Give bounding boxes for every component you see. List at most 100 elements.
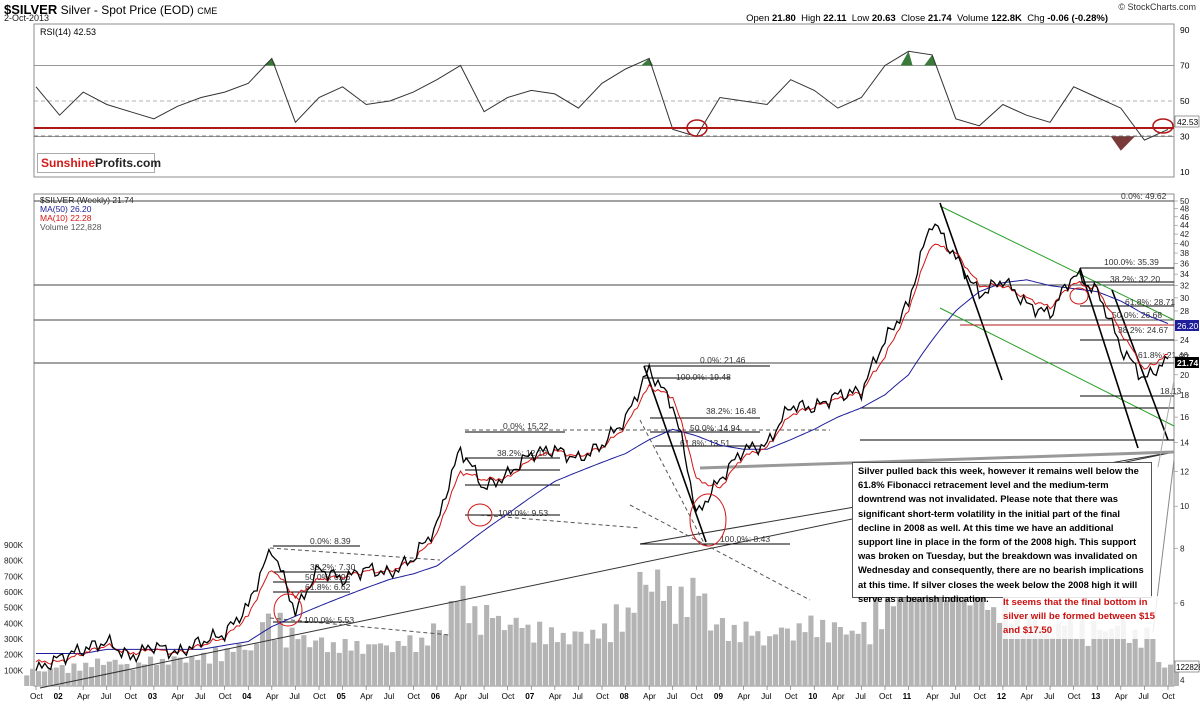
x-tick-Jul: Jul [478,692,489,701]
price-tick-20: 20 [1180,371,1190,380]
volume-bar [24,675,30,686]
fib-label-2008-0: 0.0%: 21.46 [700,355,746,365]
price-tick-18: 18 [1180,391,1190,400]
volume-bar [330,642,336,686]
x-tick-Jul: Jul [384,692,395,701]
rsi-last-box [1174,115,1200,128]
volume-bar [861,622,867,686]
x-tick-Oct: Oct [973,692,986,701]
volume-bar [843,634,849,686]
volume-bar [425,645,431,686]
volume-bar [1173,663,1179,686]
dashed-2006-b [479,514,641,529]
x-tick-Apr: Apr [77,692,90,701]
volume-bar [826,642,832,686]
volume-bar [743,621,749,686]
x-tick-Jul: Jul [667,692,678,701]
rsi-last-label: 42.53 [1177,117,1199,127]
volume-bar [507,624,513,686]
volume-bar [1162,667,1168,686]
rsi-tick-50: 50 [1180,96,1190,106]
fib-label-2011-382: 38.2%: 32.20 [1110,274,1160,284]
volume-bar [454,601,460,686]
x-tick-Oct: Oct [407,692,420,701]
logo-part-1: Sunshine [41,156,96,170]
volume-bar [625,607,631,686]
volume-bar [236,643,242,686]
volume-bar [254,643,260,686]
x-tick-Apr: Apr [926,692,939,701]
volume-bar [401,645,407,686]
volume-bar [260,622,266,686]
volume-bar [661,600,667,686]
stockcharts-credit[interactable]: © StockCharts.com [1118,2,1196,12]
volume-bar [719,618,725,686]
price-tick-42: 42 [1180,230,1190,239]
volume-bar [773,634,779,686]
legend-price: $SILVER (Weekly) 21.74 [40,195,134,205]
chart-header: $SILVER Silver - Spot Price (EOD) CME 2-… [0,0,1200,24]
x-tick-Apr: Apr [172,692,185,701]
volume-bar [944,600,950,686]
volume-bar [873,593,879,686]
volume-bar [902,596,908,686]
x-tick-Apr: Apr [455,692,468,701]
fib-label-2006-100: 100.0%: 9.53 [498,508,548,518]
volume-bar [1138,647,1144,686]
volume-bar [490,618,496,686]
decline-line-2013 [1111,289,1169,441]
volume-bar [938,526,944,686]
volume-bar [767,636,773,686]
price-tick-24: 24 [1180,336,1190,345]
x-tick-Jul: Jul [101,692,112,701]
volume-bar [1073,638,1079,686]
volume-bar [714,624,720,686]
rsi-ticks: 90 70 50 30 10 [1180,25,1190,177]
volume-bar [95,658,101,686]
x-tick-Oct: Oct [219,692,232,701]
analysis-callout: Silver pulled back this week, however it… [852,462,1152,604]
volume-bar [1114,625,1120,686]
volume-bar [301,635,307,686]
x-tick-12: 12 [997,692,1007,701]
volume-bar [413,652,419,686]
price-tick-36: 36 [1180,259,1190,268]
x-tick-05: 05 [337,692,347,701]
volume-tick-200K: 200K [4,651,24,660]
rsi-overbought-fill [900,51,913,66]
x-tick-Jul: Jul [572,692,583,701]
rsi-tick-10: 10 [1180,167,1190,177]
volume-bar [967,605,973,686]
rsi-line [35,50,1169,141]
volume-bar [607,642,613,686]
volume-bar [242,649,248,686]
volume-bar [224,648,230,686]
volume-bar [165,664,171,686]
volume-bar [372,644,378,686]
volume-bar [584,643,590,686]
fib-label-2011-bottom: 18.13 [1160,386,1182,396]
volume-bar [77,670,83,686]
volume-bar [442,634,448,686]
volume-bar [949,561,955,686]
volume-bar [920,544,926,686]
legend-ma50: MA(50) 26.20 [40,204,92,214]
grey-support-line [699,450,1175,470]
x-tick-Oct: Oct [1068,692,1081,701]
volume-bar [602,623,608,686]
fib-label-2008-618: 61.8%: 13.51 [680,438,730,448]
volume-bar [307,647,313,686]
volume-bar [932,582,938,686]
x-tick-Apr: Apr [643,692,656,701]
volume-bar [672,623,678,686]
volume-bar [596,638,602,686]
x-tick-Jul: Jul [950,692,961,701]
volume-bar [342,639,348,686]
volume-bar [885,594,891,686]
volume-bar [525,624,531,686]
x-tick-Apr: Apr [832,692,845,701]
fib-label-2008-50: 50.0%: 14.94 [690,423,740,433]
volume-bar [867,644,873,686]
volume-bar [631,612,637,686]
volume-bar [177,657,183,686]
